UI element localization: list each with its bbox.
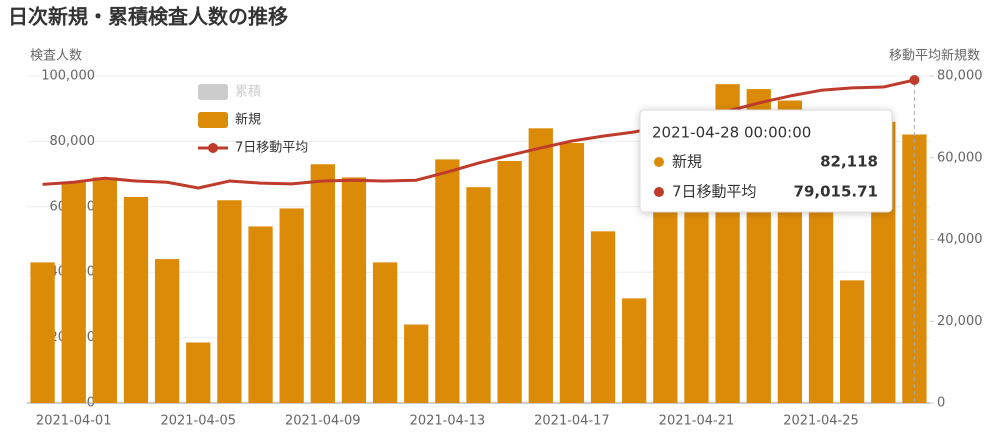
y-tick-label: 100,000: [41, 69, 95, 84]
legend-swatch: [198, 112, 228, 128]
bar: [186, 342, 211, 403]
bar: [248, 226, 273, 403]
y2-axis-label: 移動平均新規数: [889, 48, 980, 64]
bar: [622, 298, 647, 403]
y2-tick-label: 0: [937, 396, 945, 411]
legend-label: 新規: [235, 112, 261, 128]
y2-tick-label: 20,000: [937, 314, 983, 329]
bar: [341, 177, 367, 403]
y-axis-label: 検査人数: [30, 49, 82, 64]
bar: [840, 280, 865, 403]
y-tick-label: 80,000: [50, 134, 96, 149]
bar: [30, 262, 55, 403]
bar: [653, 190, 678, 403]
tooltip-value: 79,015.71: [794, 183, 878, 201]
tooltip-dot: [654, 187, 664, 197]
bar: [404, 324, 429, 403]
bar: [92, 177, 117, 403]
x-tick-label: 2021-04-17: [534, 414, 610, 429]
x-tick-label: 2021-04-09: [285, 414, 361, 429]
y2-tick-label: 80,000: [937, 69, 983, 84]
y2-tick-label: 40,000: [937, 232, 983, 247]
tooltip-name: 新規: [672, 153, 702, 171]
bar: [372, 262, 398, 403]
tooltip-dot: [654, 157, 664, 167]
bar: [279, 208, 304, 403]
bar: [61, 182, 86, 403]
line: [42, 78, 915, 190]
tooltip-value: 82,118: [820, 153, 878, 171]
bar: [684, 180, 709, 403]
legend-dot: [208, 143, 218, 153]
legend-swatch: [198, 84, 228, 100]
y2-tick-label: 60,000: [937, 150, 983, 165]
x-tick-label: 2021-04-21: [659, 414, 735, 429]
hover-point: [909, 75, 920, 86]
tooltip-title: 2021-04-28 00:00:00: [652, 124, 811, 142]
bar: [154, 259, 180, 403]
legend-label: 7日移動平均: [235, 141, 308, 156]
x-tick-label: 2021-04-05: [160, 414, 236, 429]
bar: [559, 143, 585, 403]
x-tick-label: 2021-04-25: [783, 414, 859, 429]
tooltip-box: [639, 109, 893, 213]
tooltip: 2021-04-28 00:00:00 新規 82,118 7日移動平均 79,015.…: [639, 109, 893, 213]
bar: [123, 196, 149, 403]
bar: [466, 187, 491, 403]
tooltip-name: 7日移動平均: [672, 183, 757, 201]
bar: [310, 164, 335, 403]
bar: [590, 231, 616, 403]
bar: [528, 128, 553, 403]
x-tick-label: 2021-04-13: [410, 414, 486, 429]
bar: [217, 200, 242, 403]
x-tick-label: 2021-04-01: [36, 414, 112, 429]
legend-label: 累積: [235, 85, 261, 100]
bar: [497, 161, 522, 403]
bar: [435, 159, 460, 403]
chart-title: 日次新規・累積検査人数の推移: [8, 5, 288, 29]
